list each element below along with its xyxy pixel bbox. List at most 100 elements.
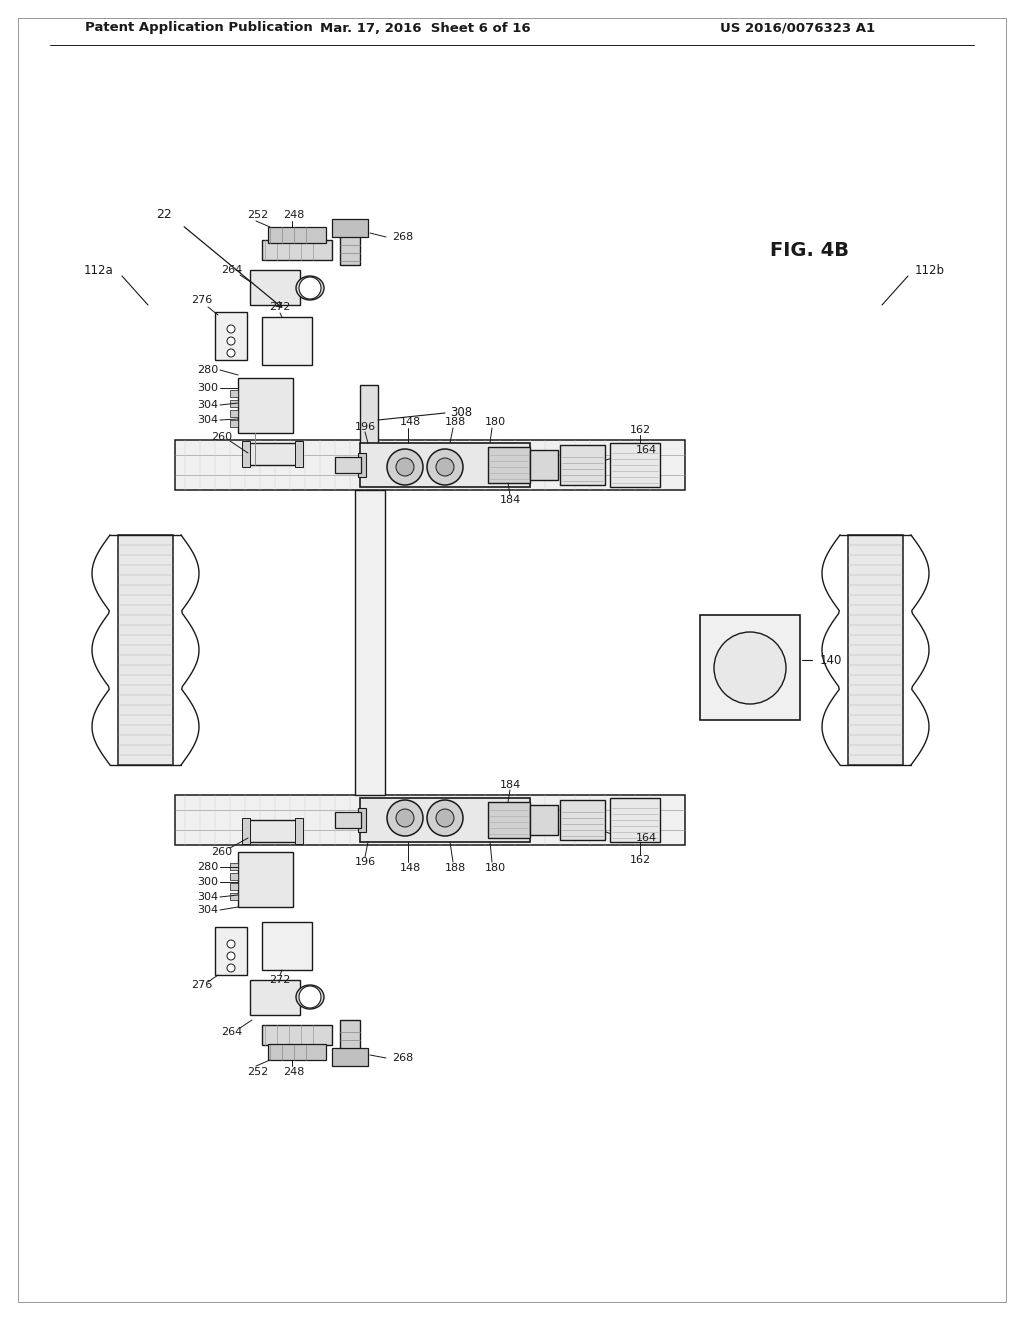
Text: 280: 280 bbox=[197, 862, 218, 873]
Bar bbox=[262, 317, 312, 366]
Ellipse shape bbox=[296, 985, 324, 1008]
Text: 272: 272 bbox=[269, 302, 291, 312]
Text: US 2016/0076323 A1: US 2016/0076323 A1 bbox=[720, 21, 876, 34]
Bar bbox=[335, 812, 361, 828]
Bar bbox=[230, 389, 238, 397]
Bar bbox=[360, 799, 530, 842]
Circle shape bbox=[227, 964, 234, 972]
Text: 188: 188 bbox=[444, 417, 466, 426]
Bar bbox=[246, 444, 301, 465]
Circle shape bbox=[299, 986, 321, 1008]
Bar bbox=[175, 440, 685, 490]
Circle shape bbox=[387, 800, 423, 836]
Text: 260: 260 bbox=[211, 432, 232, 442]
Text: FIG. 4B: FIG. 4B bbox=[770, 240, 850, 260]
Text: 112b: 112b bbox=[915, 264, 945, 276]
Text: 304: 304 bbox=[197, 892, 218, 902]
Circle shape bbox=[227, 940, 234, 948]
Text: 188: 188 bbox=[444, 863, 466, 873]
Circle shape bbox=[227, 348, 234, 356]
Circle shape bbox=[436, 809, 454, 828]
Bar bbox=[610, 444, 660, 487]
Text: Mar. 17, 2016  Sheet 6 of 16: Mar. 17, 2016 Sheet 6 of 16 bbox=[319, 21, 530, 34]
Text: 164: 164 bbox=[636, 833, 657, 843]
Bar bbox=[175, 795, 685, 845]
Circle shape bbox=[227, 325, 234, 333]
Text: 300: 300 bbox=[197, 383, 218, 393]
Text: 180: 180 bbox=[484, 863, 506, 873]
Bar bbox=[610, 799, 660, 842]
Text: 276: 276 bbox=[191, 979, 213, 990]
Bar bbox=[246, 820, 301, 842]
Text: 184: 184 bbox=[500, 780, 520, 789]
Bar bbox=[360, 444, 530, 487]
Bar bbox=[340, 234, 360, 265]
Bar bbox=[268, 1044, 326, 1060]
Text: 162: 162 bbox=[630, 855, 650, 865]
Bar bbox=[530, 805, 558, 836]
Bar bbox=[238, 378, 293, 433]
Text: 164: 164 bbox=[636, 445, 657, 455]
Text: 248: 248 bbox=[284, 210, 305, 220]
Bar bbox=[230, 411, 238, 417]
Circle shape bbox=[396, 809, 414, 828]
Bar bbox=[230, 420, 238, 426]
Circle shape bbox=[227, 337, 234, 345]
Bar bbox=[358, 453, 366, 477]
Text: 252: 252 bbox=[248, 210, 268, 220]
Bar bbox=[230, 883, 238, 890]
Bar bbox=[488, 803, 530, 838]
Circle shape bbox=[427, 800, 463, 836]
Text: 308: 308 bbox=[450, 407, 472, 420]
Text: 196: 196 bbox=[354, 857, 376, 867]
Text: 272: 272 bbox=[269, 975, 291, 985]
Text: 180: 180 bbox=[484, 417, 506, 426]
Bar bbox=[335, 457, 361, 473]
Text: 268: 268 bbox=[392, 1053, 414, 1063]
Bar bbox=[262, 240, 332, 260]
Bar bbox=[355, 490, 385, 795]
Bar bbox=[262, 1026, 332, 1045]
Bar bbox=[332, 1048, 368, 1067]
Bar bbox=[360, 385, 378, 445]
Text: 148: 148 bbox=[399, 417, 421, 426]
Bar bbox=[230, 894, 238, 900]
Bar bbox=[295, 818, 303, 843]
Bar bbox=[358, 808, 366, 832]
Text: 162: 162 bbox=[630, 425, 650, 436]
Text: 248: 248 bbox=[284, 1067, 305, 1077]
Circle shape bbox=[227, 952, 234, 960]
Bar bbox=[332, 219, 368, 238]
Text: 260: 260 bbox=[211, 847, 232, 857]
Bar bbox=[250, 271, 300, 305]
Bar bbox=[250, 979, 300, 1015]
Text: 112a: 112a bbox=[83, 264, 113, 276]
Bar bbox=[848, 535, 903, 766]
Bar bbox=[560, 445, 605, 484]
Text: 184: 184 bbox=[500, 495, 520, 506]
Bar bbox=[560, 800, 605, 840]
Bar bbox=[118, 535, 173, 766]
Bar bbox=[268, 227, 326, 243]
Bar bbox=[530, 450, 558, 480]
Bar bbox=[230, 873, 238, 880]
Bar bbox=[700, 615, 800, 719]
Text: 196: 196 bbox=[354, 422, 376, 432]
Ellipse shape bbox=[714, 632, 786, 704]
Text: 304: 304 bbox=[197, 414, 218, 425]
Circle shape bbox=[396, 458, 414, 477]
Text: 304: 304 bbox=[197, 906, 218, 915]
Bar bbox=[340, 1020, 360, 1052]
Ellipse shape bbox=[296, 276, 324, 300]
Bar bbox=[488, 447, 530, 483]
Text: 148: 148 bbox=[399, 863, 421, 873]
Circle shape bbox=[299, 277, 321, 300]
Bar bbox=[215, 312, 247, 360]
Circle shape bbox=[427, 449, 463, 484]
Bar bbox=[238, 851, 293, 907]
Text: 140: 140 bbox=[820, 653, 843, 667]
Bar bbox=[262, 921, 312, 970]
Bar bbox=[230, 400, 238, 407]
Text: 300: 300 bbox=[197, 876, 218, 887]
Text: 22: 22 bbox=[157, 209, 172, 222]
